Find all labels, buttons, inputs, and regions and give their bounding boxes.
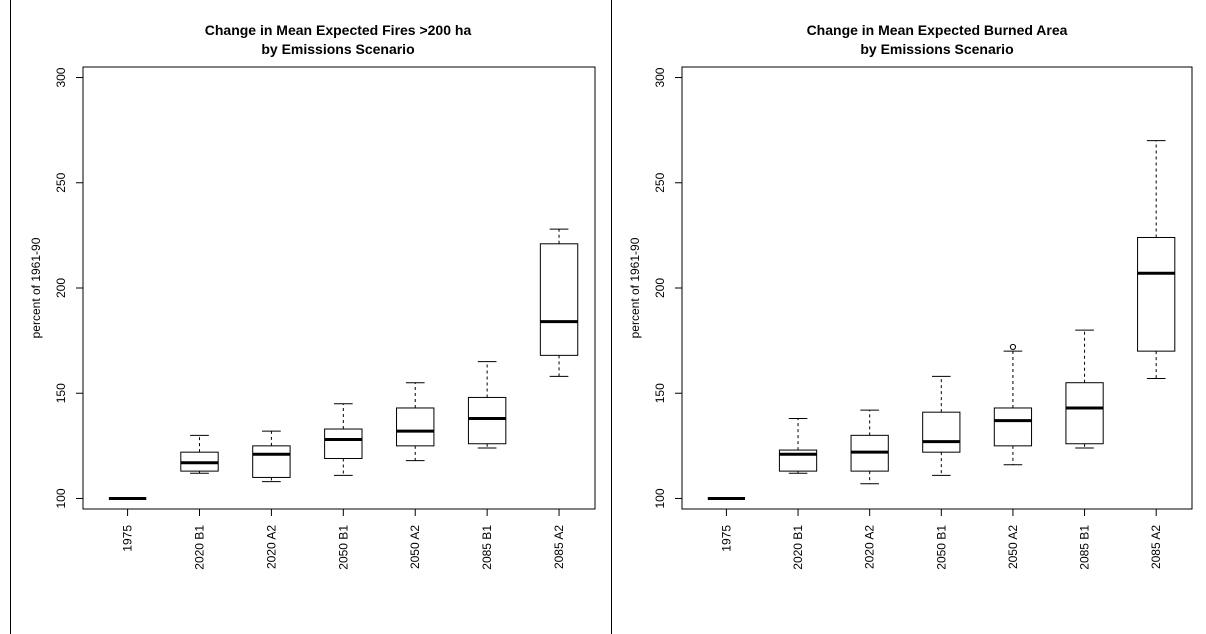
- x-tick-label: 2050 B1: [336, 525, 350, 570]
- box-outlier: [1009, 343, 1017, 351]
- x-tick-label: 2085 A2: [552, 525, 566, 569]
- y-tick-label: 300: [54, 67, 68, 87]
- y-tick-label: 200: [653, 278, 667, 298]
- x-tick-label: 2050 A2: [1006, 525, 1020, 569]
- box-body: [396, 407, 435, 447]
- box-body: [324, 428, 363, 459]
- box-2050-a2: 2050 A2: [396, 382, 435, 569]
- box-2020-b1: 2020 B1: [778, 417, 818, 570]
- box-2050-b1: 2050 B1: [324, 403, 363, 570]
- box-2085-a2: 2085 A2: [539, 228, 579, 569]
- x-tick-label: 2020 A2: [264, 525, 278, 569]
- box-2085-a2: 2085 A2: [1137, 140, 1176, 569]
- box-body: [922, 411, 961, 453]
- chart-panel-1: Change in Mean Expected Fires >200 ha by …: [29, 22, 596, 570]
- x-tick-label: 2085 B1: [480, 525, 494, 570]
- box-body: [467, 396, 507, 445]
- x-tick-label: 1975: [121, 525, 135, 552]
- box-2050-a2: 2050 A2: [993, 343, 1033, 569]
- box-2020-a2: 2020 A2: [850, 409, 889, 569]
- y-tick-label: 200: [54, 278, 68, 298]
- y-tick-label: 150: [653, 383, 667, 403]
- chart-title-line-2: by Emissions Scenario: [261, 41, 414, 57]
- y-tick-label: 100: [653, 488, 667, 508]
- box-2085-b1: 2085 B1: [1065, 329, 1104, 570]
- chart-title-line-1: Change in Mean Expected Burned Area: [807, 22, 1068, 38]
- box-1975: 1975: [707, 496, 746, 552]
- box-2050-b1: 2050 B1: [922, 375, 961, 570]
- box-body: [252, 445, 291, 478]
- y-axis-label: percent of 1961-90: [29, 237, 43, 338]
- box-body: [993, 407, 1033, 447]
- box-2085-b1: 2085 B1: [467, 361, 507, 570]
- y-tick-label: 250: [54, 172, 68, 192]
- x-tick-label: 1975: [719, 525, 733, 552]
- box-1975: 1975: [108, 496, 147, 552]
- x-tick-label: 2020 B1: [791, 525, 805, 570]
- y-axis-label: percent of 1961-90: [628, 237, 642, 338]
- x-tick-label: 2050 B1: [934, 525, 948, 570]
- x-tick-label: 2085 B1: [1078, 525, 1092, 570]
- panel-divider-line: [611, 0, 612, 634]
- x-tick-label: 2085 A2: [1149, 525, 1163, 569]
- x-tick-label: 2050 A2: [408, 525, 422, 569]
- x-tick-label: 2020 B1: [192, 525, 206, 570]
- chart-panel-2: Change in Mean Expected Burned Area by Em…: [628, 22, 1193, 570]
- box-body: [1065, 382, 1104, 445]
- x-tick-label: 2020 A2: [863, 525, 877, 569]
- chart-title-line-2: by Emissions Scenario: [860, 41, 1013, 57]
- y-tick-label: 100: [54, 488, 68, 508]
- box-body: [1137, 236, 1176, 352]
- box-2020-b1: 2020 B1: [180, 434, 219, 570]
- y-tick-label: 150: [54, 383, 68, 403]
- y-tick-label: 300: [653, 67, 667, 87]
- y-tick-label: 250: [653, 172, 667, 192]
- box-body: [539, 243, 579, 356]
- box-2020-a2: 2020 A2: [252, 430, 291, 569]
- left-border-line: [10, 0, 11, 634]
- chart-title-line-1: Change in Mean Expected Fires >200 ha: [205, 22, 472, 38]
